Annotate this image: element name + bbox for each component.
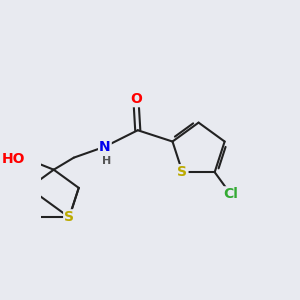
Text: H: H bbox=[102, 156, 111, 166]
Text: O: O bbox=[130, 92, 142, 106]
Text: S: S bbox=[178, 165, 188, 179]
Text: HO: HO bbox=[1, 152, 25, 166]
Text: N: N bbox=[99, 140, 111, 154]
Text: S: S bbox=[64, 210, 74, 224]
Text: Cl: Cl bbox=[223, 187, 238, 201]
